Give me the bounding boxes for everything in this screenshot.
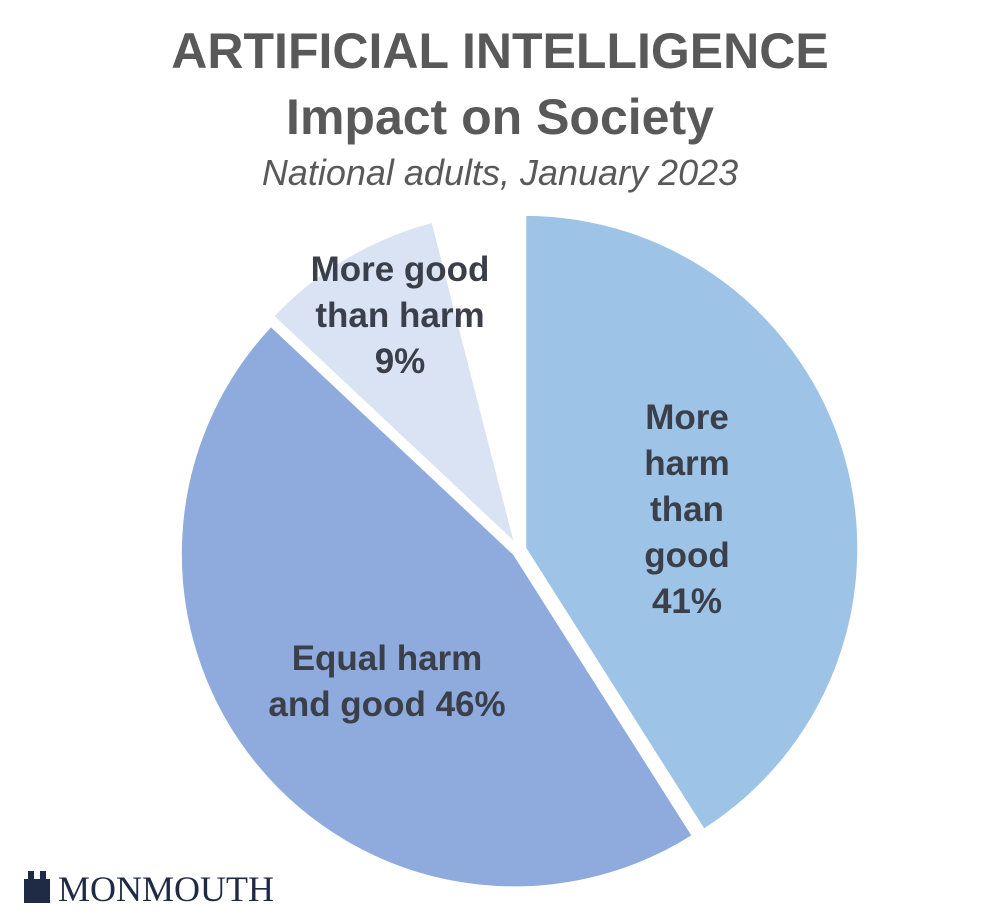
source-text: MONMOUTH [58, 869, 274, 909]
value-label: 9% [374, 342, 426, 381]
value-label: 41% [651, 582, 723, 621]
category-label: Equal harm and good [268, 639, 483, 724]
category-label: More good than harm [310, 250, 490, 335]
chart-caption: National adults, January 2023 [261, 152, 739, 193]
logo-icon [24, 871, 50, 903]
slice-label: More harm than good 41% [617, 395, 757, 625]
slice-label: More good than harm 9% [310, 247, 490, 385]
pie-slice [178, 323, 696, 890]
chart-title: ARTIFICIAL INTELLIGENCE [171, 23, 829, 79]
slice-label: Equal harm and good 46% [262, 636, 512, 728]
source-logo: MONMOUTH [22, 868, 274, 910]
category-label: More harm than good [644, 398, 730, 575]
pie-slice [270, 219, 519, 550]
pie-slice [523, 212, 861, 833]
value-label: 46% [435, 685, 506, 724]
chart-subtitle: Impact on Society [286, 89, 714, 145]
